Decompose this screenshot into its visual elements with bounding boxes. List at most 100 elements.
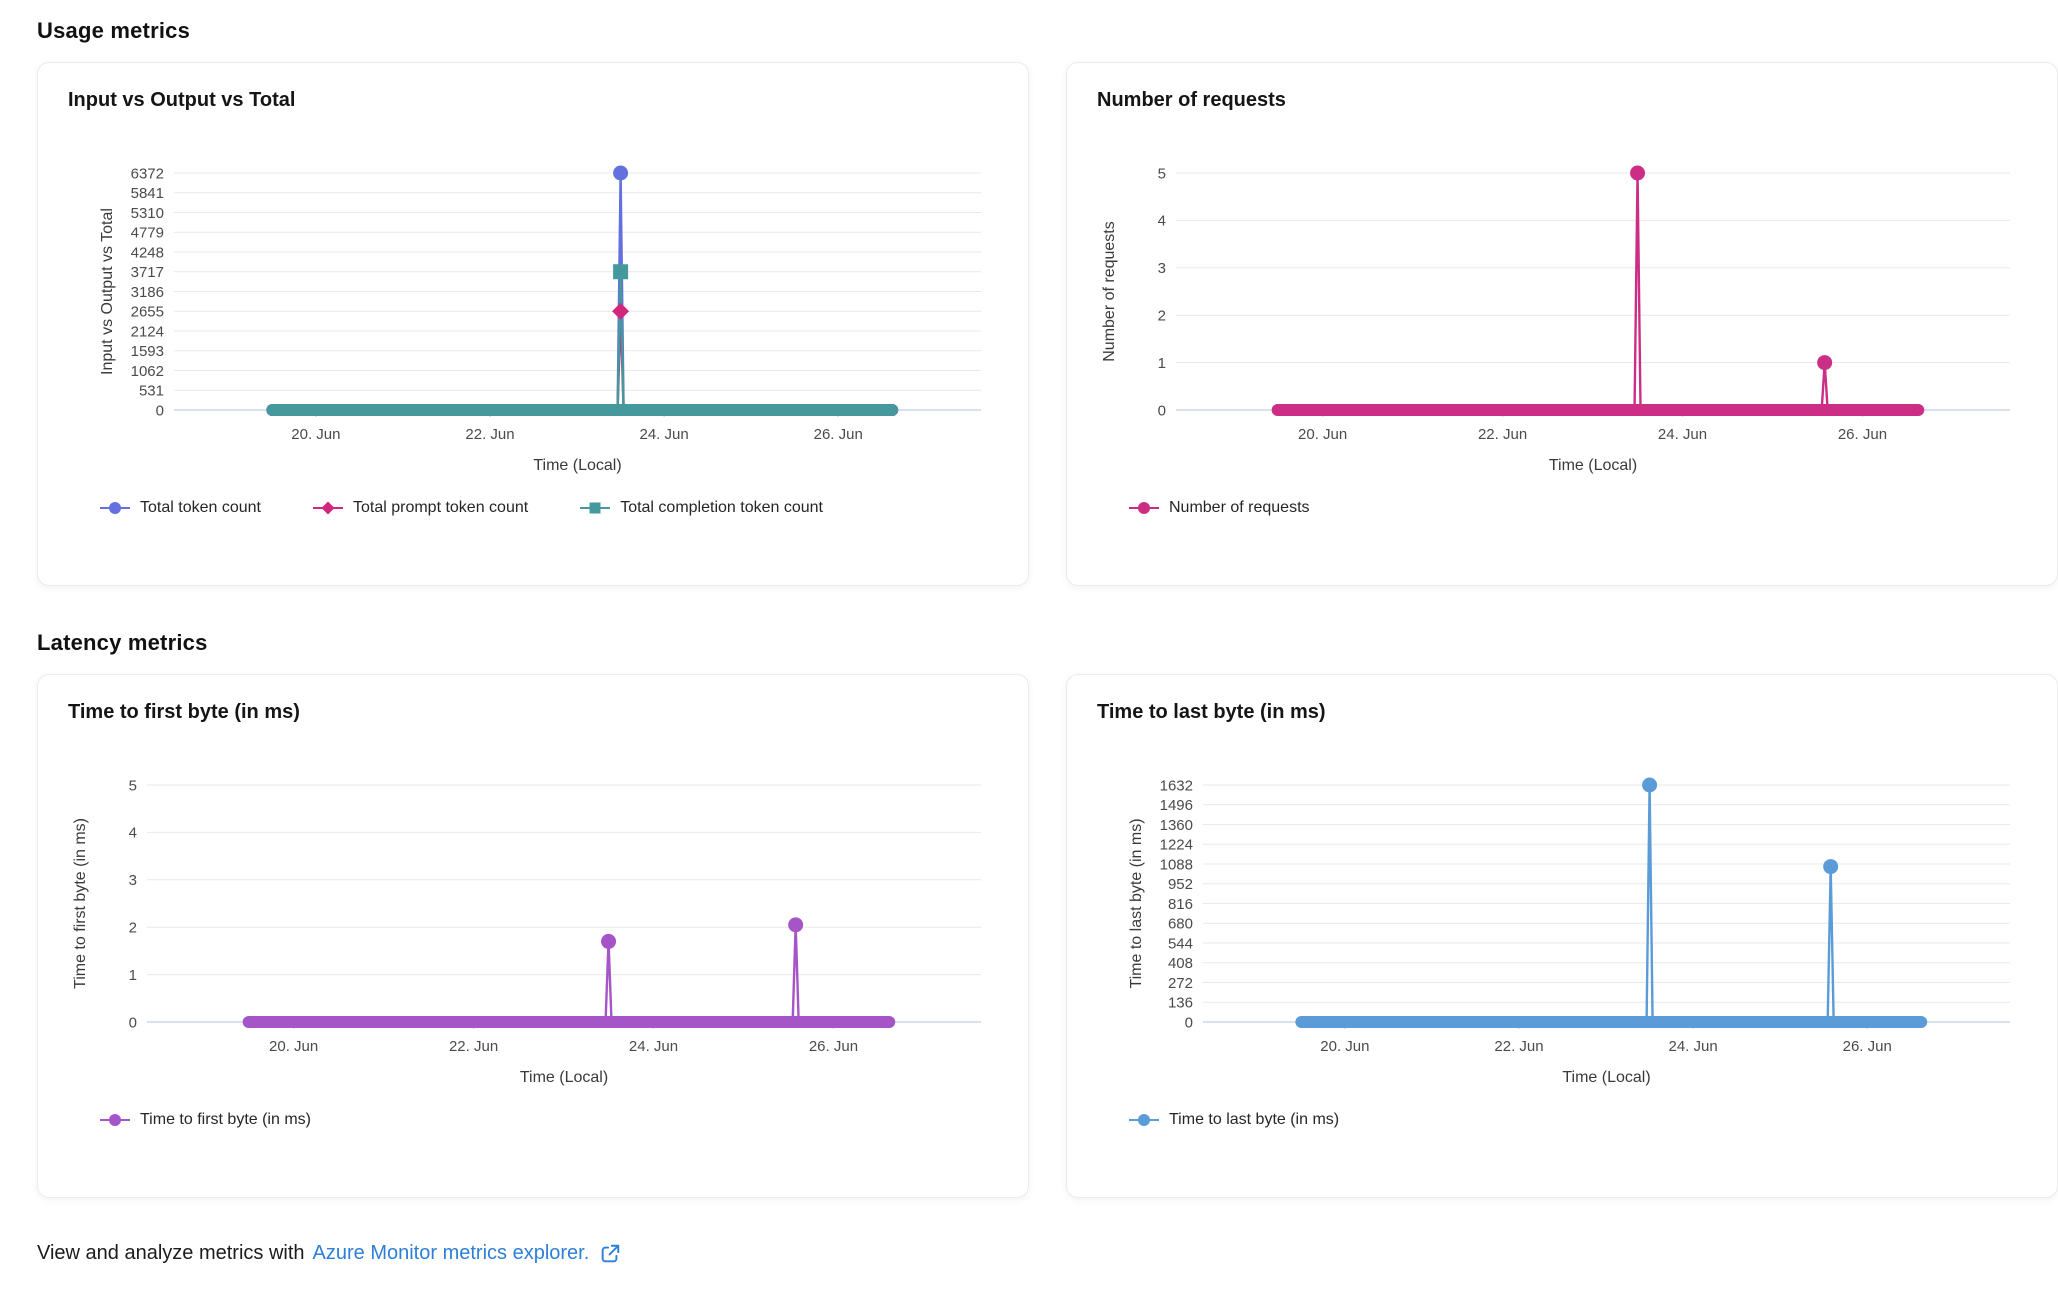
svg-text:3: 3 (129, 872, 137, 889)
markers-time-to-last-byte-in-ms (1642, 777, 1839, 875)
legend-marker (109, 1114, 121, 1126)
svg-text:1593: 1593 (131, 343, 164, 360)
x-tick-labels: 20. Jun 22. Jun 24. Jun 26. Jun (291, 426, 863, 443)
svg-text:952: 952 (1168, 876, 1193, 893)
data-point-number-of-requests (1817, 355, 1833, 371)
metric-card-number-of-requests: Number of requests 0 1 2 3 4 5 Number of reques… (1066, 62, 2058, 586)
legend-marker (1138, 502, 1150, 514)
svg-text:1224: 1224 (1160, 837, 1193, 854)
gridlines (174, 172, 981, 391)
y-axis-title: Time to first byte (in ms) (72, 818, 89, 989)
x-axis-title: Time (Local) (520, 1069, 608, 1086)
legend-label: Time to last byte (in ms) (1169, 1111, 1340, 1128)
series-total-completion-token-count (266, 271, 899, 416)
legend-item-number-of-requests: Number of requests (1129, 499, 1310, 517)
svg-text:3717: 3717 (131, 264, 164, 281)
legend-item-total-prompt-token-count: Total prompt token count (312, 499, 529, 517)
svg-text:2124: 2124 (131, 323, 164, 340)
open-in-new-icon[interactable] (599, 1243, 621, 1265)
svg-text:136: 136 (1168, 995, 1193, 1012)
svg-text:5841: 5841 (131, 185, 164, 202)
data-point-time-to-first-byte-in-ms (601, 933, 617, 949)
svg-text:0: 0 (1158, 402, 1166, 419)
section-title-usage: Usage metrics (37, 18, 191, 43)
legend-item-time-to-last-byte-in-ms: Time to last byte (in ms) (1129, 1111, 1339, 1129)
svg-text:20. Jun: 20. Jun (269, 1038, 318, 1055)
svg-text:3186: 3186 (131, 284, 164, 301)
chart-title: Number of requests (1097, 89, 1286, 111)
legend-label: Number of requests (1169, 499, 1310, 516)
chart-title: Time to last byte (in ms) (1097, 701, 1326, 723)
svg-text:272: 272 (1168, 975, 1193, 992)
x-axis-title: Time (Local) (533, 457, 621, 474)
svg-text:816: 816 (1168, 896, 1193, 913)
svg-text:1088: 1088 (1160, 856, 1193, 873)
azure-monitor-link[interactable]: Azure Monitor metrics explorer. (313, 1242, 622, 1265)
metric-card-input-vs-output-vs-total: Input vs Output vs Total 0 531 1062 1593 2124… (37, 62, 1029, 586)
chart-title: Input vs Output vs Total (68, 89, 296, 111)
legend-label: Total prompt token count (352, 499, 529, 516)
svg-text:20. Jun: 20. Jun (291, 426, 340, 443)
svg-text:6372: 6372 (131, 165, 164, 182)
svg-text:4248: 4248 (131, 244, 164, 261)
svg-text:22. Jun: 22. Jun (449, 1038, 498, 1055)
svg-text:1496: 1496 (1160, 797, 1193, 814)
data-point-time-to-first-byte-in-ms (788, 917, 804, 933)
legend-item-time-to-first-byte-in-ms: Time to first byte (in ms) (100, 1111, 311, 1129)
circle-marker-icon (100, 502, 130, 514)
gridlines (147, 784, 981, 976)
x-tick-labels: 20. Jun 22. Jun 24. Jun 26. Jun (1320, 1038, 1892, 1055)
legend-marker (109, 502, 121, 514)
data-point-total-prompt-token-count (612, 302, 630, 320)
svg-text:1632: 1632 (1160, 777, 1193, 794)
svg-text:26. Jun: 26. Jun (1843, 1038, 1892, 1055)
data-point-time-to-last-byte-in-ms (1823, 859, 1839, 875)
data-point-total-token-count (613, 165, 629, 181)
svg-text:1360: 1360 (1160, 817, 1193, 834)
series-total-prompt-token-count (266, 311, 899, 416)
svg-text:680: 680 (1168, 916, 1193, 933)
svg-text:1: 1 (1158, 355, 1166, 372)
legend-item-total-completion-token-count: Total completion token count (580, 499, 823, 517)
usage-charts-row: Input vs Output vs Total 0 531 1062 1593 2124… (37, 62, 2058, 586)
svg-text:408: 408 (1168, 955, 1193, 972)
svg-text:1: 1 (129, 967, 137, 984)
data-point-number-of-requests (1630, 165, 1646, 181)
svg-text:2: 2 (129, 919, 137, 936)
x-axis-title: Time (Local) (1562, 1069, 1650, 1086)
svg-text:26. Jun: 26. Jun (814, 426, 863, 443)
azure-monitor-link-label[interactable]: Azure Monitor metrics explorer. (312, 1242, 590, 1264)
svg-text:3: 3 (1158, 260, 1166, 277)
legend-marker (321, 501, 335, 515)
svg-text:26. Jun: 26. Jun (809, 1038, 858, 1055)
x-tick-labels: 20. Jun 22. Jun 24. Jun 26. Jun (269, 1038, 858, 1055)
latency-charts-row: Time to first byte (in ms) 0 1 2 3 4 5 Time to … (37, 674, 2058, 1198)
svg-text:22. Jun: 22. Jun (1494, 1038, 1543, 1055)
svg-text:24. Jun: 24. Jun (1669, 1038, 1718, 1055)
series-time-to-first-byte-in-ms (242, 924, 896, 1028)
svg-text:2655: 2655 (131, 304, 164, 321)
circle-marker-icon (100, 1114, 130, 1126)
y-axis-title: Number of requests (1101, 221, 1118, 362)
chart-legend: Time to first byte (in ms) (100, 1111, 311, 1129)
chart-legend: Number of requests (1129, 499, 1310, 517)
svg-text:4779: 4779 (131, 225, 164, 242)
y-tick-labels: 0 136 272 408 544 680 816 952 1088 1224 1360 1496 16… (1160, 777, 1193, 1031)
legend-marker (1138, 1114, 1150, 1126)
svg-text:0: 0 (129, 1014, 137, 1031)
gridlines (1203, 784, 2010, 1003)
svg-text:22. Jun: 22. Jun (1478, 426, 1527, 443)
svg-text:24. Jun: 24. Jun (1658, 426, 1707, 443)
svg-text:531: 531 (139, 383, 164, 400)
svg-text:5: 5 (129, 777, 137, 794)
svg-text:22. Jun: 22. Jun (465, 426, 514, 443)
x-axis-title: Time (Local) (1549, 457, 1637, 474)
y-tick-labels: 0 1 2 3 4 5 (1158, 165, 1166, 419)
diamond-marker-icon (312, 501, 343, 515)
markers-total-completion-token-count (613, 264, 629, 280)
svg-text:544: 544 (1168, 935, 1193, 952)
gridlines (1176, 172, 2010, 364)
svg-text:26. Jun: 26. Jun (1838, 426, 1887, 443)
